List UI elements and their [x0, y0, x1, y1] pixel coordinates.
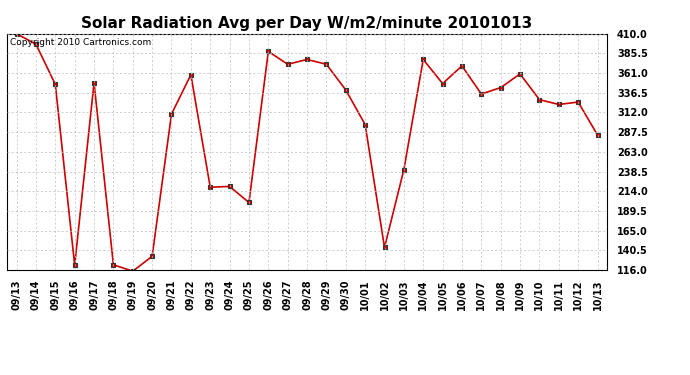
Title: Solar Radiation Avg per Day W/m2/minute 20101013: Solar Radiation Avg per Day W/m2/minute … — [81, 16, 533, 31]
Text: Copyright 2010 Cartronics.com: Copyright 2010 Cartronics.com — [10, 39, 151, 48]
